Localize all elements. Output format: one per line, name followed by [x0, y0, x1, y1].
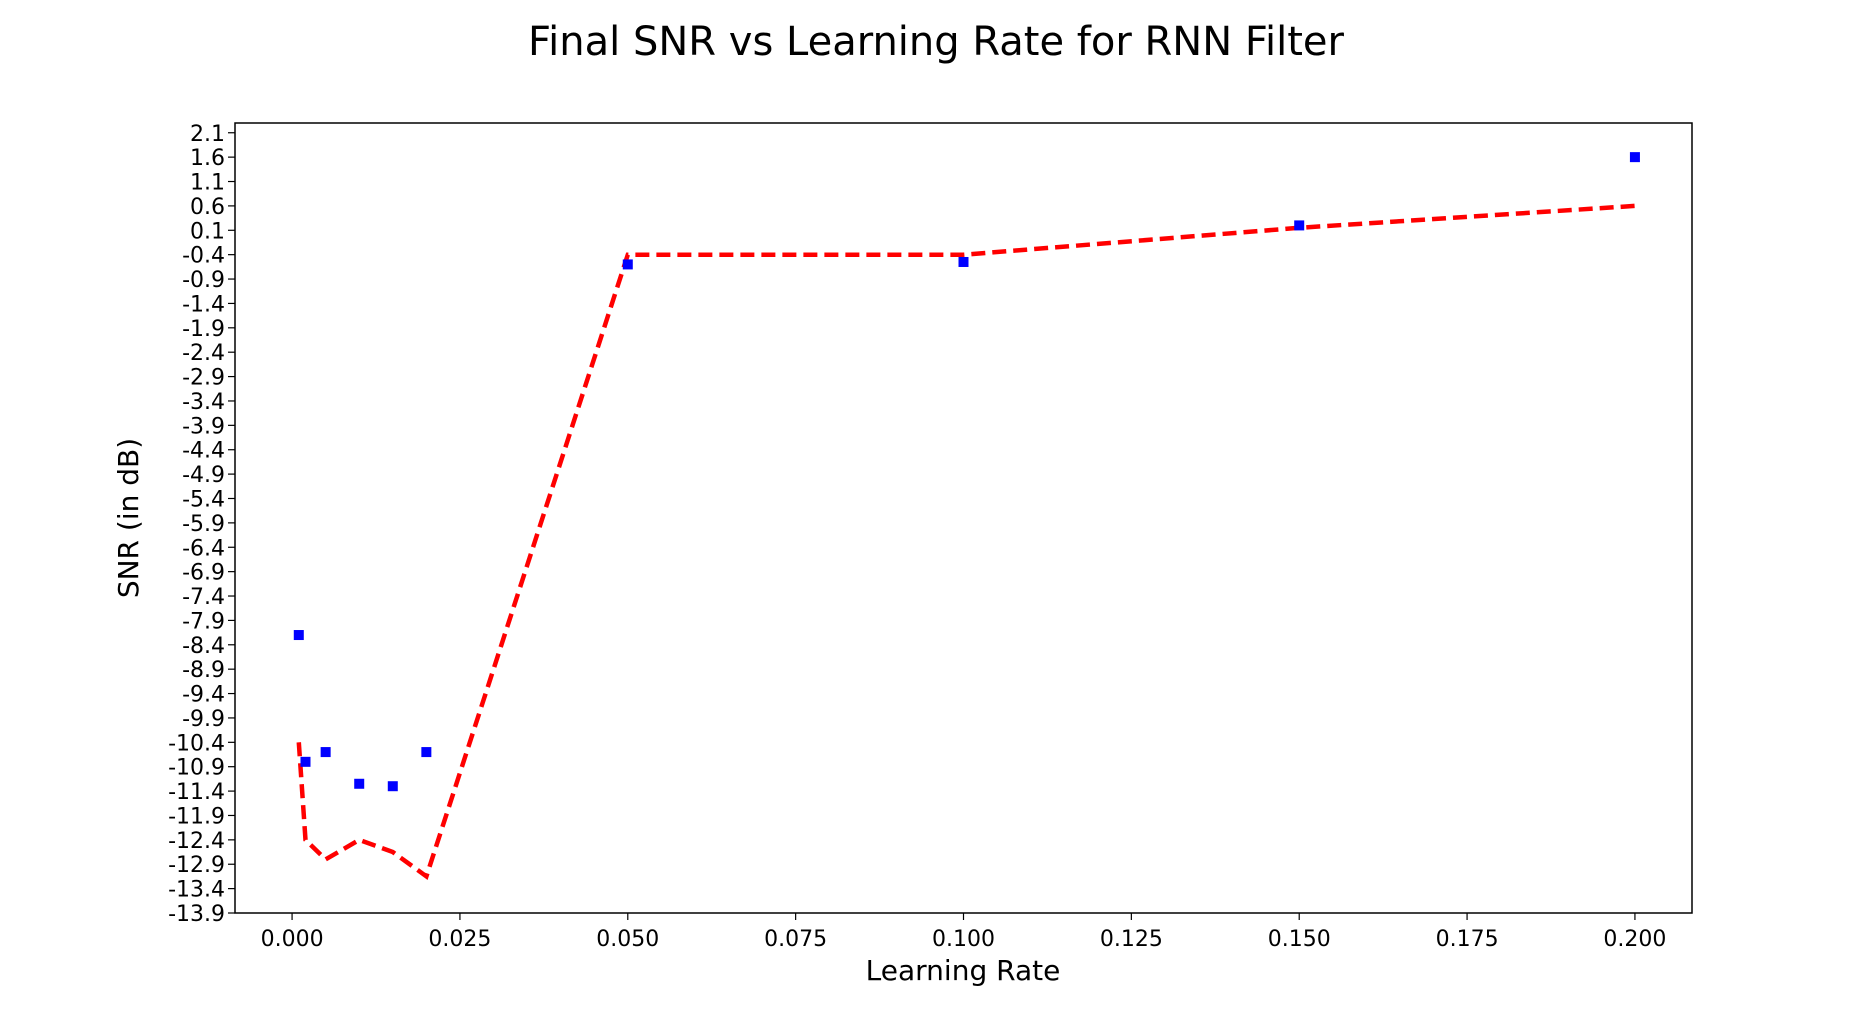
- y-tick-label: -2.9: [182, 366, 225, 391]
- data-point: [1629, 152, 1640, 163]
- x-axis: 0.000 0.025 0.050 0.075 0.100 0.125 0.150 0.175…: [261, 913, 1666, 952]
- chart-title: Final SNR vs Learning Rate for RNN Filte…: [528, 19, 1344, 65]
- data-point: [622, 259, 633, 270]
- y-tick-label: -10.9: [168, 756, 225, 781]
- x-tick-label: 0.000: [261, 927, 324, 952]
- y-tick-label: -8.9: [182, 658, 225, 683]
- x-tick-label: 0.050: [596, 927, 659, 952]
- y-tick-label: -11.4: [168, 780, 225, 805]
- y-tick-label: -1.4: [182, 292, 225, 317]
- y-tick-label: -4.9: [182, 463, 225, 488]
- y-axis: 2.11.61.10.60.1-0.4-0.9-1.4-1.9-2.4-2.9-…: [168, 122, 235, 927]
- y-tick-label: -4.4: [182, 439, 225, 464]
- x-tick-label: 0.150: [1268, 927, 1331, 952]
- data-point: [958, 256, 969, 267]
- y-tick-label: -2.4: [182, 341, 225, 366]
- y-tick-label: 1.6: [190, 146, 225, 171]
- y-tick-label: -3.4: [182, 390, 225, 415]
- y-tick-label: -9.4: [182, 683, 225, 708]
- x-axis-label: Learning Rate: [866, 954, 1061, 987]
- y-tick-label: -10.4: [168, 731, 225, 756]
- series-line: [296, 203, 1636, 881]
- data-point: [293, 630, 304, 641]
- data-point: [387, 781, 398, 792]
- y-tick-label: -12.9: [168, 853, 225, 878]
- y-tick-label: -13.9: [168, 902, 225, 927]
- x-tick-label: 0.075: [764, 927, 827, 952]
- y-tick-label: -1.9: [182, 317, 225, 342]
- y-tick-label: -9.9: [182, 707, 225, 732]
- x-tick-label: 0.100: [932, 927, 995, 952]
- y-tick-label: 1.1: [190, 171, 225, 196]
- y-tick-label: -0.4: [182, 244, 225, 269]
- data-point: [1294, 220, 1305, 231]
- x-tick-label: 0.125: [1100, 927, 1163, 952]
- y-tick-label: -6.9: [182, 561, 225, 586]
- y-tick-label: -13.4: [168, 878, 225, 903]
- y-tick-label: -6.4: [182, 536, 225, 561]
- x-tick-label: 0.175: [1436, 927, 1499, 952]
- x-tick-label: 0.200: [1603, 927, 1666, 952]
- y-tick-label: -8.4: [182, 634, 225, 659]
- y-tick-label: 0.6: [190, 195, 225, 220]
- data-point: [421, 747, 432, 758]
- y-tick-label: -0.9: [182, 268, 225, 293]
- y-axis-label: SNR (in dB): [112, 438, 145, 598]
- y-tick-label: -11.9: [168, 804, 225, 829]
- y-tick-label: -7.4: [182, 585, 225, 610]
- data-point: [354, 778, 365, 789]
- y-tick-label: 0.1: [190, 219, 225, 244]
- y-tick-label: -5.4: [182, 487, 225, 512]
- y-tick-label: -3.9: [182, 414, 225, 439]
- series-layer: [293, 152, 1640, 881]
- y-tick-label: -5.9: [182, 512, 225, 537]
- y-tick-label: -7.9: [182, 609, 225, 634]
- data-point: [320, 747, 331, 758]
- data-point: [300, 756, 311, 767]
- y-tick-label: 2.1: [190, 122, 225, 147]
- y-tick-label: -12.4: [168, 829, 225, 854]
- x-tick-label: 0.025: [428, 927, 491, 952]
